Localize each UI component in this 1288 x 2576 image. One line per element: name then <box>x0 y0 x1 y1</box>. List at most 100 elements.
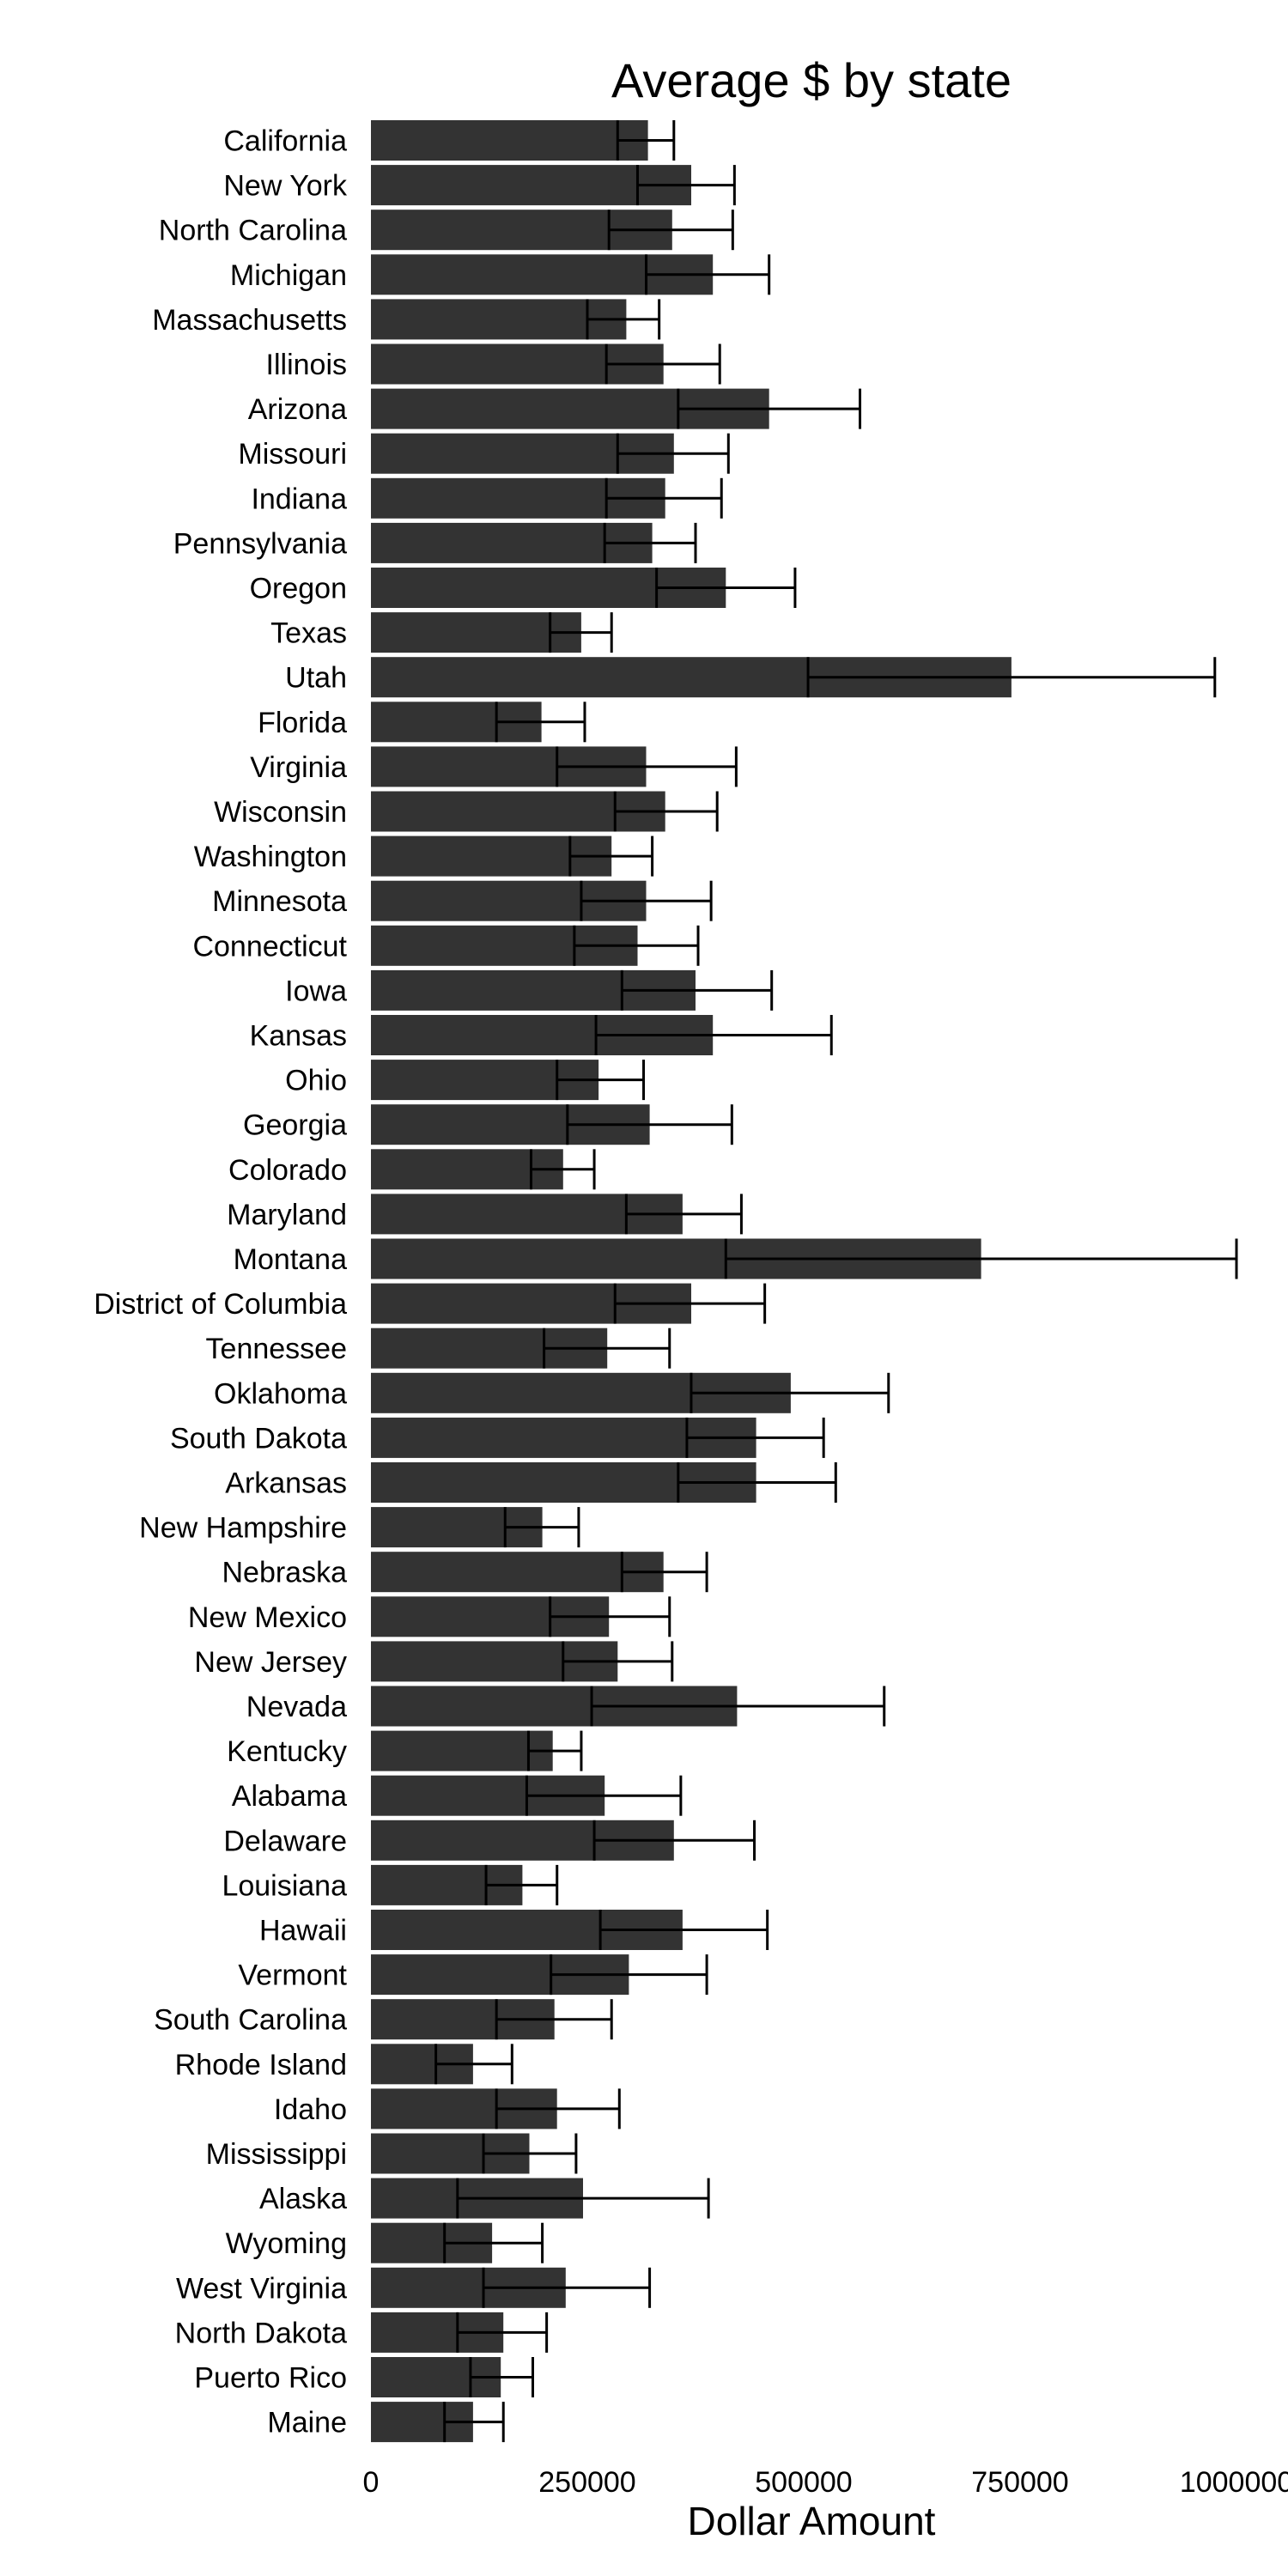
error-bar <box>603 522 697 563</box>
error-bar <box>525 1775 683 1816</box>
category-label: Texas <box>270 617 347 650</box>
category-label: Indiana <box>251 483 347 515</box>
error-bar <box>624 1194 743 1235</box>
error-bar <box>580 880 713 921</box>
error-bar <box>443 2402 505 2443</box>
category-label: California <box>223 125 347 158</box>
error-bar <box>616 433 730 474</box>
error-bar <box>605 477 723 519</box>
x-tick-label: 0 <box>363 2466 380 2499</box>
category-label: Kansas <box>250 1020 347 1053</box>
error-bar <box>613 1283 767 1324</box>
error-bar <box>456 2178 710 2219</box>
error-bar <box>526 1730 583 1771</box>
error-bar <box>443 2222 544 2263</box>
error-bar <box>434 2044 513 2085</box>
category-label: Kentucky <box>227 1735 347 1768</box>
error-bar <box>549 612 613 653</box>
x-tick-label: 250000 <box>538 2466 635 2499</box>
error-bar <box>592 1820 756 1861</box>
category-label: Delaware <box>223 1825 347 1857</box>
error-bar <box>562 1641 674 1682</box>
error-bar <box>598 1910 769 1950</box>
error-bar <box>677 388 862 429</box>
category-label: Oklahoma <box>214 1377 347 1410</box>
error-bar <box>586 299 661 340</box>
category-label: Tennessee <box>206 1333 347 1365</box>
category-label: North Dakota <box>175 2317 347 2349</box>
category-labels: California New York North Carolina Michigan… <box>94 125 348 2439</box>
category-label: Missouri <box>238 438 347 471</box>
category-label: Connecticut <box>192 930 347 963</box>
x-axis-title: Dollar Amount <box>688 2499 936 2543</box>
category-label: Maine <box>267 2407 347 2439</box>
error-bar <box>655 568 797 608</box>
category-label: Iowa <box>285 975 347 1007</box>
error-bar <box>685 1417 825 1458</box>
error-bar <box>620 1552 708 1593</box>
error-bar <box>566 1104 733 1145</box>
bar <box>371 120 648 161</box>
x-axis-ticks: 0 250000 500000 750000 1000000 <box>363 2466 1288 2499</box>
bar <box>371 1730 553 1771</box>
category-label: Utah <box>285 662 347 695</box>
error-bar <box>482 2133 578 2174</box>
error-bar <box>690 1372 890 1413</box>
error-bar <box>590 1686 886 1727</box>
category-label: Washington <box>194 841 347 873</box>
category-label: Puerto Rico <box>194 2362 347 2395</box>
category-label: Colorado <box>228 1154 347 1187</box>
category-label: North Carolina <box>159 215 347 247</box>
error-bar <box>616 120 676 161</box>
category-label: Georgia <box>243 1109 347 1142</box>
error-bar <box>645 254 771 295</box>
error-bar <box>594 1015 833 1055</box>
category-label: Mississippi <box>206 2138 347 2171</box>
error-bar <box>495 2088 621 2129</box>
error-bar <box>469 2357 534 2397</box>
category-label: South Carolina <box>154 2004 347 2037</box>
category-label: Wyoming <box>226 2227 347 2260</box>
category-label: South Dakota <box>170 1422 347 1455</box>
category-label: Montana <box>234 1243 347 1276</box>
error-bars-layer <box>434 120 1238 2443</box>
category-label: Michigan <box>230 259 347 292</box>
category-label: Arizona <box>248 393 347 426</box>
category-label: New Hampshire <box>139 1512 347 1545</box>
error-bar <box>549 1596 671 1637</box>
error-bar <box>573 925 700 966</box>
category-label: New York <box>223 170 348 203</box>
category-label: Ohio <box>285 1065 347 1097</box>
category-label: New Mexico <box>188 1601 347 1634</box>
category-label: Alabama <box>232 1780 347 1813</box>
error-bar <box>495 702 586 743</box>
error-bar <box>529 1149 596 1190</box>
bars-layer <box>371 120 1012 2443</box>
category-label: Maryland <box>227 1199 347 1231</box>
error-bar <box>495 1999 613 2040</box>
category-label: Massachusetts <box>152 304 347 337</box>
category-label: Louisiana <box>222 1869 347 1902</box>
x-tick-label: 750000 <box>971 2466 1068 2499</box>
category-label: Pennsylvania <box>173 527 347 560</box>
category-label: Illinois <box>266 349 347 381</box>
category-label: West Virginia <box>176 2272 347 2305</box>
error-bar <box>550 1954 708 1996</box>
category-label: Rhode Island <box>175 2049 347 2081</box>
category-label: Virginia <box>250 751 347 784</box>
category-label: Minnesota <box>212 885 347 918</box>
category-label: Idaho <box>274 2093 347 2126</box>
error-bar <box>568 835 654 877</box>
bar <box>371 1552 664 1593</box>
error-bar <box>635 165 736 206</box>
error-bar <box>482 2267 652 2308</box>
category-label: Florida <box>258 707 347 739</box>
error-bar <box>677 1462 837 1503</box>
category-label: New Jersey <box>194 1646 347 1679</box>
chart-title: Average $ by state <box>611 53 1012 107</box>
category-label: Oregon <box>250 573 347 605</box>
error-bar <box>484 1864 559 1905</box>
category-label: Wisconsin <box>214 796 347 829</box>
category-label: Vermont <box>238 1959 347 1992</box>
category-label: District of Columbia <box>94 1288 347 1321</box>
